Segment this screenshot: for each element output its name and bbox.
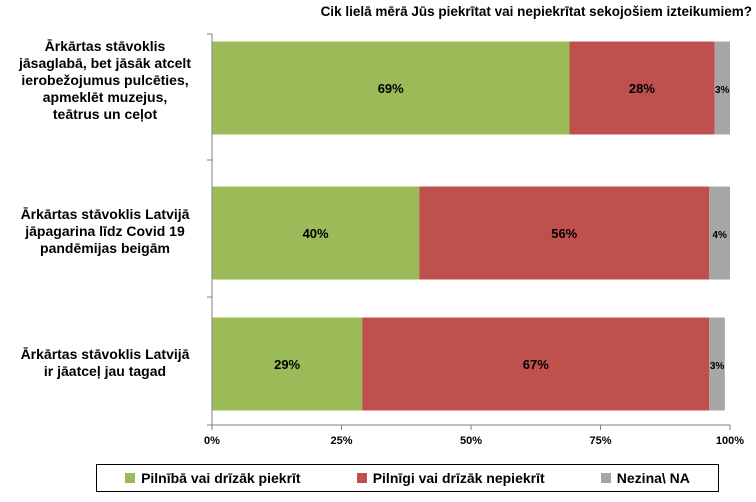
x-tick-label-3: 50%: [460, 435, 482, 447]
category-label-1: Ārkārtas stāvoklis jāsaglabā, bet jāsāk …: [19, 38, 191, 122]
data-label-2-row-2: 56%: [551, 226, 577, 241]
category-label-3: Ārkārtas stāvoklis Latvijā ir jāatceļ ja…: [20, 346, 190, 379]
category-label-2: Ārkārtas stāvoklis Latvijā jāpagarina lī…: [20, 206, 190, 256]
legend-swatch-1: [125, 473, 136, 483]
x-tick-label-2: 25%: [330, 435, 352, 447]
chart-legend: Pilnībā vai drīzāk piekrīt Pilnīgi vai dr…: [96, 464, 719, 492]
data-label-3-row-1: 3%: [715, 85, 730, 96]
data-label-3-row-2: 4%: [712, 230, 727, 241]
bar-3-row-3: [709, 317, 725, 411]
bar-1-row-2: [212, 186, 420, 280]
data-label-2-row-1: 28%: [629, 81, 655, 96]
legend-swatch-3: [600, 473, 611, 483]
legend-item-1: Pilnībā vai drīzāk piekrīt: [125, 470, 301, 486]
x-tick-label-1: 0%: [204, 435, 220, 447]
bar-3-row-2: [709, 186, 730, 280]
bar-2-row-3: [362, 317, 710, 411]
bar-1-row-1: [212, 41, 570, 135]
chart-title: Cik lielā mērā Jūs piekrītat vai nepiekr…: [320, 4, 752, 19]
legend-label-2: Pilnīgi vai drīzāk nepiekrīt: [372, 470, 545, 486]
legend-swatch-2: [356, 473, 367, 483]
data-label-3-row-3: 3%: [710, 361, 725, 372]
data-label-2-row-3: 67%: [523, 357, 549, 372]
x-tick-label-4: 75%: [589, 435, 611, 447]
legend-label-3: Nezina\ NA: [616, 470, 690, 486]
data-label-1-row-3: 29%: [274, 357, 300, 372]
bar-2-row-2: [419, 186, 710, 280]
legend-label-1: Pilnībā vai drīzāk piekrīt: [141, 470, 301, 486]
bar-2-row-1: [569, 41, 715, 135]
legend-item-3: Nezina\ NA: [600, 470, 690, 486]
bar-3-row-1: [714, 41, 730, 135]
legend-item-2: Pilnīgi vai drīzāk nepiekrīt: [356, 470, 545, 486]
data-label-1-row-1: 69%: [378, 81, 404, 96]
bar-1-row-3: [212, 317, 363, 411]
data-label-1-row-2: 40%: [303, 226, 329, 241]
x-tick-label-5: 100%: [716, 435, 744, 447]
